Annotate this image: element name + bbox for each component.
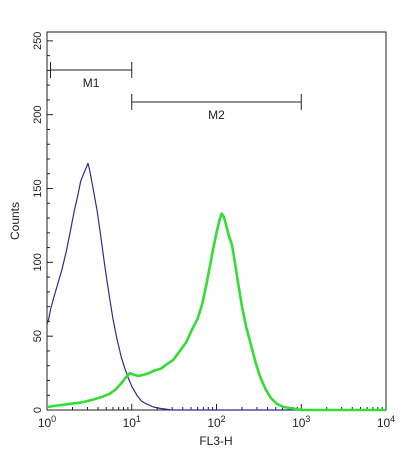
histogram-control-line [46, 162, 386, 411]
x-tick-label: 104 [377, 414, 395, 430]
x-tick-label: 102 [207, 414, 225, 430]
y-tick-label: 150 [32, 179, 44, 197]
x-tick-label: 101 [123, 414, 141, 430]
y-tick-label: 100 [32, 253, 44, 271]
y-tick-label: 250 [32, 32, 44, 50]
y-axis-label: Counts [8, 202, 22, 240]
x-tick-label: 100 [38, 414, 56, 430]
x-tick-label: 103 [292, 414, 310, 430]
plot-frame [46, 31, 387, 411]
histogram-sample-line [46, 212, 386, 412]
y-tick-label: 50 [32, 330, 44, 342]
gate-m1-label: M1 [83, 76, 100, 90]
x-axis-label: FL3-H [199, 434, 232, 448]
gate-m2-label: M2 [208, 108, 225, 122]
y-tick-label: 200 [32, 106, 44, 124]
y-tick-label: 0 [32, 407, 44, 413]
